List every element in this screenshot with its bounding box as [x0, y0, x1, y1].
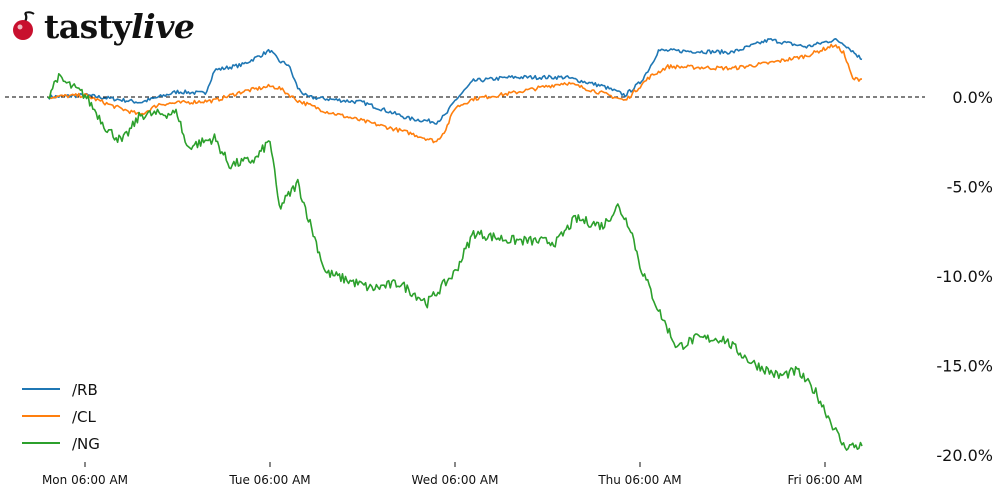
legend-label: /CL: [72, 408, 97, 426]
logo-text-live: live: [131, 6, 195, 46]
logo-text-tasty: tasty: [44, 6, 132, 46]
logo-wordmark: tastylive: [44, 6, 195, 46]
series-line-cl: [47, 43, 863, 144]
x-tick-label: Wed 06:00 AM: [412, 473, 499, 487]
series-line-rb: [47, 38, 863, 125]
x-tick-label: Tue 06:00 AM: [228, 473, 310, 487]
y-axis: 0.0% -5.0% -10.0% -15.0% -20.0%: [936, 88, 993, 465]
x-tick-label: Fri 06:00 AM: [787, 473, 862, 487]
y-tick-label: -10.0%: [936, 267, 993, 286]
y-tick-label: -20.0%: [936, 446, 993, 465]
legend: /RB/CL/NG: [22, 381, 100, 453]
legend-label: /RB: [72, 381, 98, 399]
x-tick-label: Thu 06:00 AM: [597, 473, 681, 487]
y-tick-label: 0.0%: [952, 88, 993, 107]
series-layer: [47, 38, 863, 451]
y-tick-label: -15.0%: [936, 357, 993, 376]
legend-label: /NG: [72, 435, 100, 453]
x-axis: Mon 06:00 AM Tue 06:00 AM Wed 06:00 AM Thu …: [42, 462, 863, 487]
tastylive-logo: tastylive: [10, 6, 195, 46]
series-line-ng: [47, 73, 863, 451]
cherry-icon: [13, 11, 35, 40]
y-tick-label: -5.0%: [947, 178, 993, 197]
x-tick-label: Mon 06:00 AM: [42, 473, 128, 487]
